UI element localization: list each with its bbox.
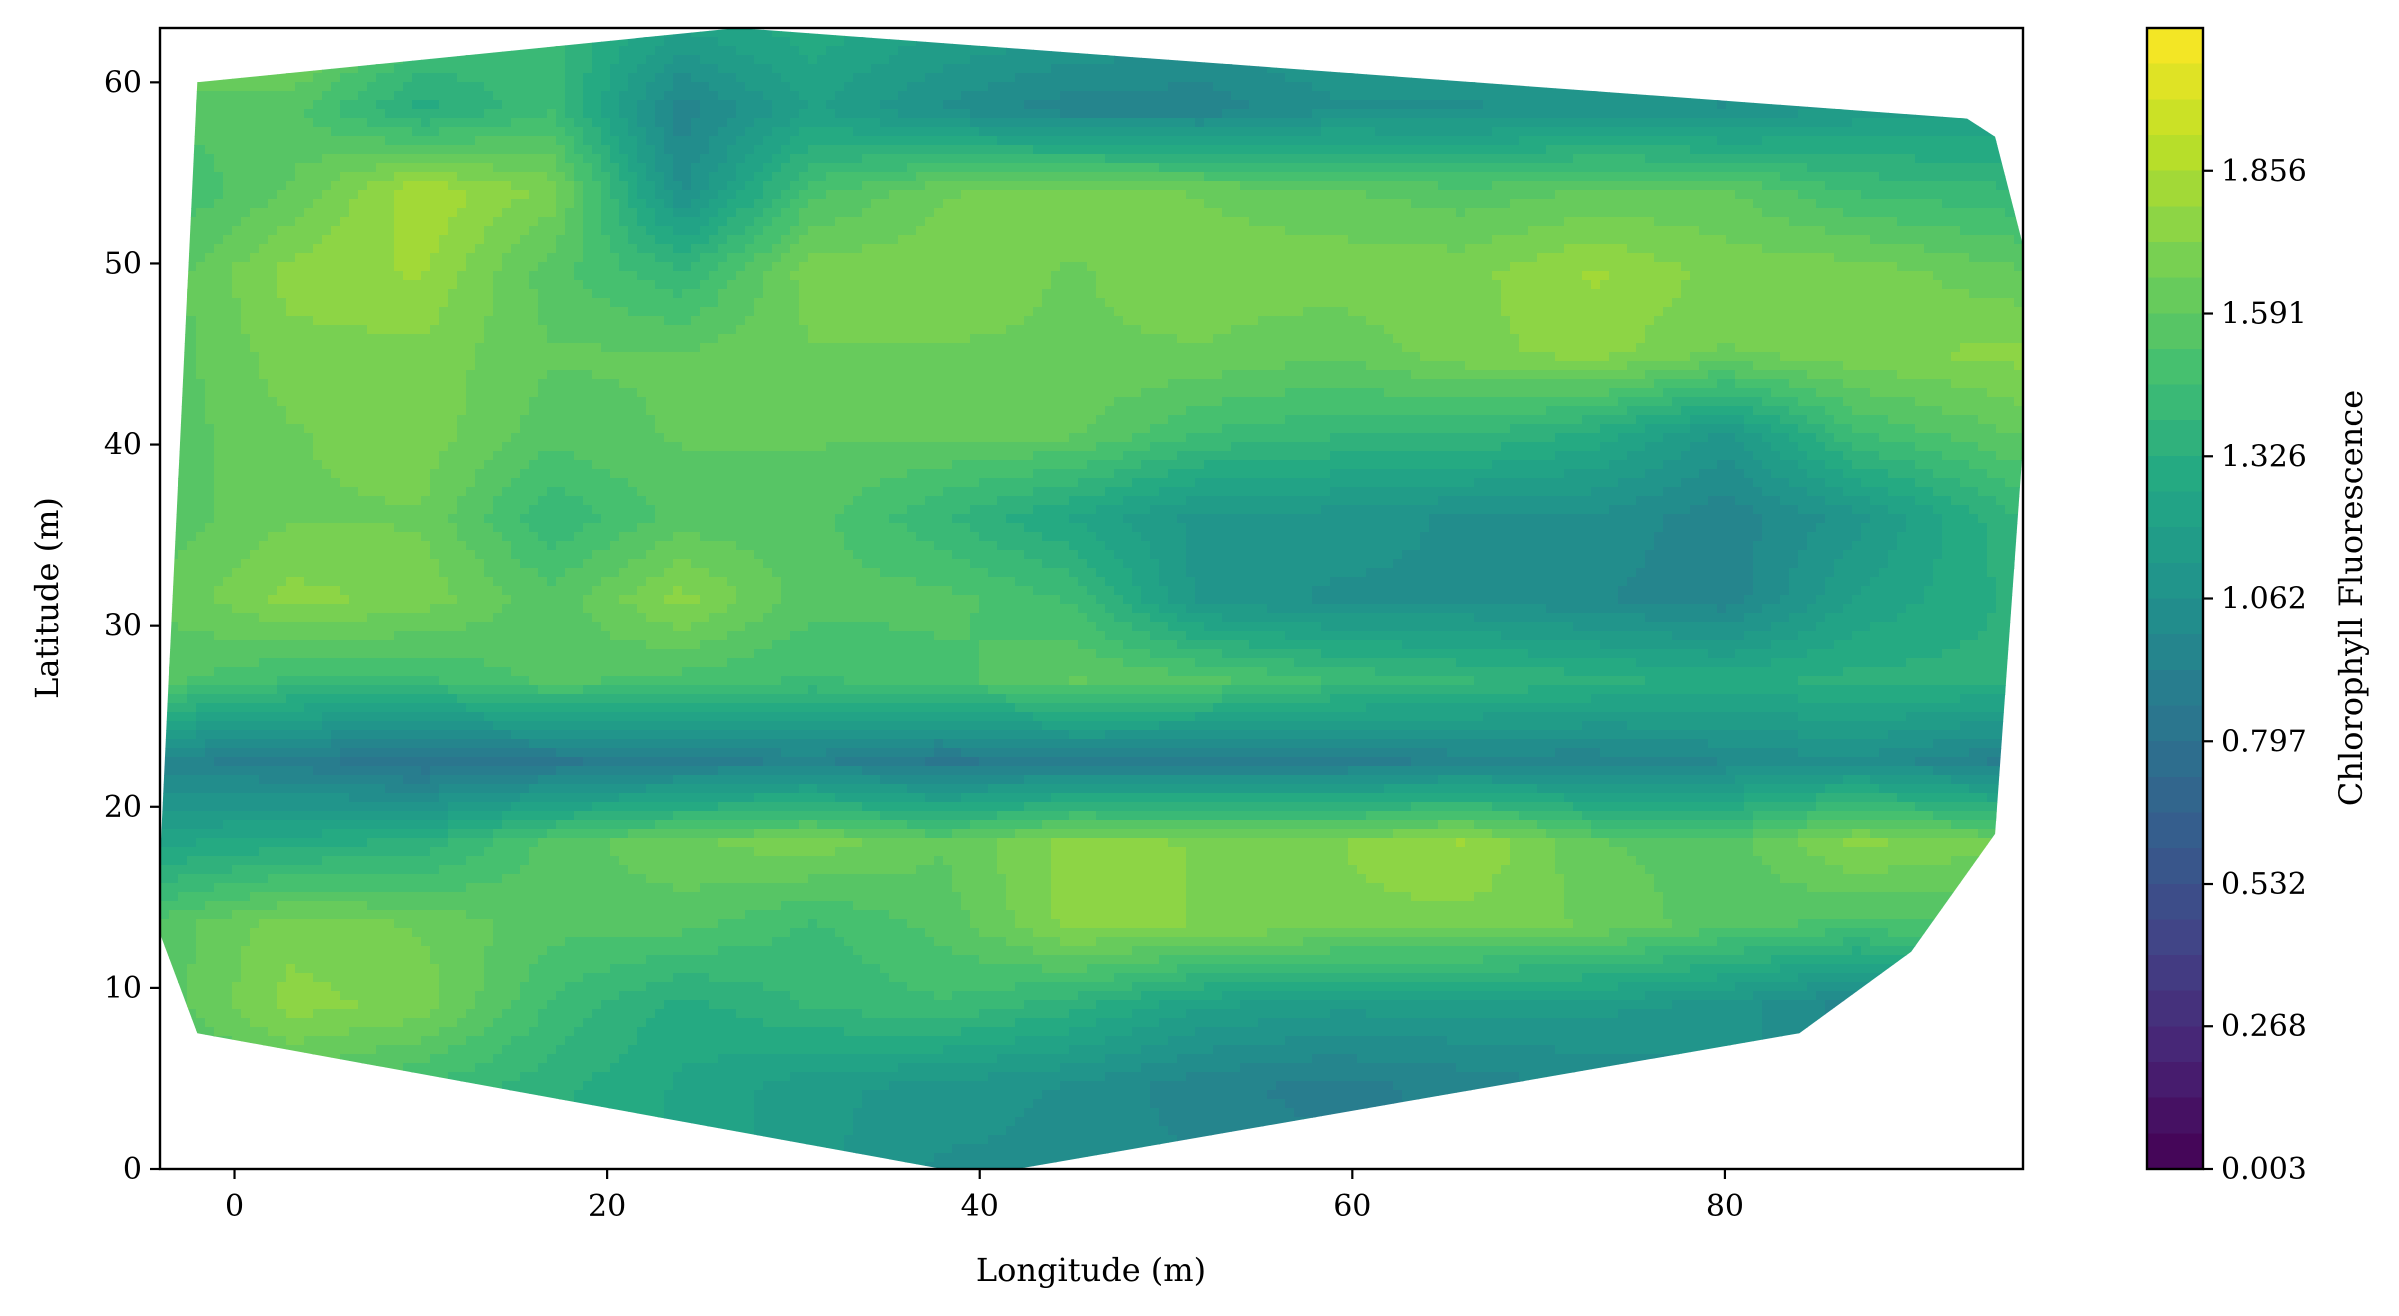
colorbar-tick-label: 0.797 (2221, 724, 2307, 759)
colorbar-ticks: 0.003 0.268 0.532 0.797 1.062 1.326 1.591 1.856 (2203, 154, 2307, 1187)
colorbar-tick-label: 0.003 (2221, 1152, 2307, 1187)
colorbar: 0.003 0.268 0.532 0.797 1.062 1.326 1.591 1.856… (2145, 26, 2370, 1187)
colorbar-tick-label: 0.532 (2221, 867, 2307, 902)
x-tick-label: 20 (588, 1189, 626, 1224)
contour-fill (160, 28, 2023, 1169)
x-axis-label: Longitude (m) (976, 1251, 1206, 1289)
x-tick-label: 60 (1333, 1189, 1371, 1224)
y-tick-label: 50 (104, 246, 142, 281)
y-tick-label: 40 (104, 428, 142, 463)
y-axis-label: Latitude (m) (28, 497, 66, 699)
colorbar-tick-label: 1.856 (2221, 154, 2307, 189)
colorbar-tick-label: 1.326 (2221, 439, 2307, 474)
y-tick-label: 20 (104, 790, 142, 825)
colorbar-tick-label: 0.268 (2221, 1009, 2307, 1044)
x-tick-label: 40 (961, 1189, 999, 1224)
y-tick-label: 0 (123, 1152, 142, 1187)
y-tick-label: 30 (104, 609, 142, 644)
y-tick-label: 10 (104, 971, 142, 1006)
x-tick-label: 80 (1706, 1189, 1744, 1224)
colorbar-label: Chlorophyll Fluorescence (2332, 390, 2370, 806)
colorbar-tick-label: 1.591 (2221, 297, 2307, 332)
x-tick-label: 0 (225, 1189, 244, 1224)
plot-frame (158, 26, 2025, 1171)
y-tick-label: 60 (104, 65, 142, 100)
y-axis-ticks: 0 10 20 30 40 50 60 (104, 65, 160, 1187)
colorbar-tick-label: 1.062 (2221, 582, 2307, 617)
x-axis-ticks: 0 20 40 60 80 (225, 1169, 1744, 1224)
colorbar-gradient (2147, 28, 2203, 1169)
